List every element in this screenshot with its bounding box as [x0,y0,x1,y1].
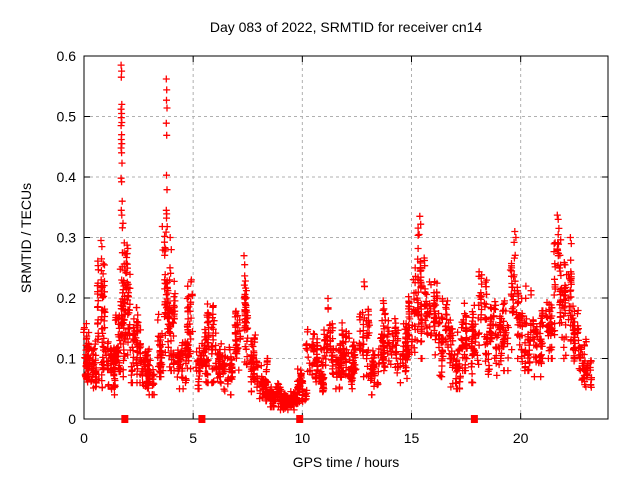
x-tick-label: 5 [189,430,197,446]
chart-title: Day 083 of 2022, SRMTID for receiver cn1… [210,19,483,35]
zero-square-marker [470,415,478,423]
y-tick-label: 0.4 [57,169,77,185]
zero-square-marker [296,415,304,423]
zero-square-marker [198,415,206,423]
zero-markers [121,415,478,423]
srmtid-plus-markers [80,61,595,414]
x-tick-label: 0 [80,430,88,446]
data-points [80,61,595,414]
x-tick-label: 15 [404,430,420,446]
y-axis-label: SRMTID / TECUs [18,183,34,293]
x-axis-label: GPS time / hours [293,454,400,470]
x-tick-labels: 0 5 10 15 20 [80,430,529,446]
x-tick-label: 10 [295,430,311,446]
y-tick-label: 0.1 [57,351,77,367]
x-tick-label: 20 [513,430,529,446]
y-tick-label: 0.2 [57,290,77,306]
y-tick-labels: 0 0.1 0.2 0.3 0.4 0.5 0.6 [57,48,77,427]
y-tick-label: 0.6 [57,48,77,64]
y-tick-label: 0.3 [57,230,77,246]
y-tick-label: 0.5 [57,109,77,125]
zero-square-marker [121,415,129,423]
y-tick-label: 0 [68,411,76,427]
